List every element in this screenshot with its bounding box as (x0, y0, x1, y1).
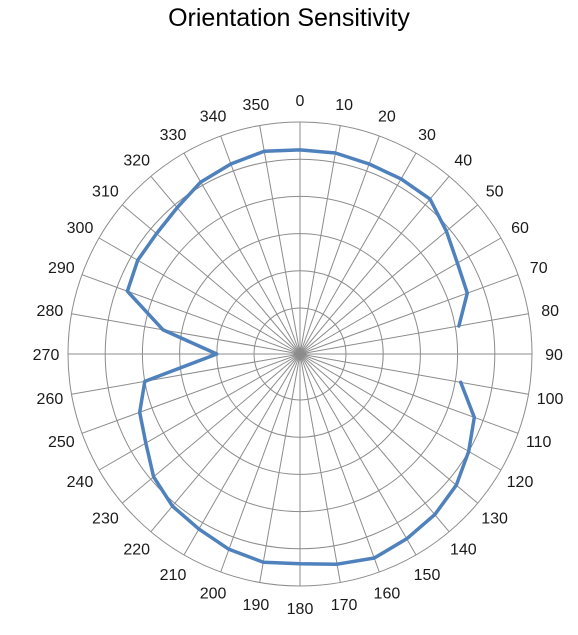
grid-spoke (220, 135, 301, 355)
angle-tick-label: 310 (92, 184, 119, 201)
angle-tick-label: 180 (287, 601, 314, 618)
angle-tick-label: 160 (374, 586, 401, 603)
series-line (125, 148, 477, 566)
grid-spoke (81, 274, 301, 355)
angle-tick-label: 200 (200, 586, 227, 603)
chart-title: Orientation Sensitivity (168, 4, 410, 32)
grid-spoke (299, 152, 417, 355)
angle-tick-label: 30 (418, 127, 436, 144)
angle-tick-label: 170 (331, 597, 358, 614)
grid-spoke (299, 353, 341, 583)
grid-spoke (121, 353, 301, 504)
angle-tick-label: 290 (48, 260, 75, 277)
angle-tick-label: 230 (92, 510, 119, 527)
angle-tick-label: 40 (454, 152, 472, 169)
angle-tick-label: 240 (67, 474, 94, 491)
grid-spoke (299, 125, 341, 355)
angle-tick-label: 300 (67, 220, 94, 237)
angle-tick-label: 60 (511, 220, 529, 237)
grid-spoke (299, 274, 519, 355)
grid-spoke (183, 353, 301, 556)
grid-spoke (98, 237, 301, 355)
angle-tick-label: 10 (335, 97, 353, 114)
angle-tick-label: 110 (526, 434, 552, 451)
grid-spoke (81, 353, 301, 434)
grid-spoke (71, 353, 301, 395)
grid-spoke (259, 353, 301, 583)
grid-spoke (121, 204, 301, 355)
angle-tick-label: 250 (48, 434, 75, 451)
grid-spoke (299, 353, 479, 504)
grid-spoke (299, 135, 380, 355)
angle-tick-label: 280 (37, 303, 64, 320)
angle-tick-label: 350 (243, 97, 270, 114)
grid-spoke (259, 125, 301, 355)
angle-tick-label: 130 (481, 510, 508, 527)
grid-spoke (299, 313, 529, 355)
angle-tick-label: 150 (414, 567, 441, 584)
grid-spoke (299, 237, 502, 355)
grid-spoke (299, 204, 479, 355)
angle-tick-label: 80 (541, 303, 559, 320)
grid-spoke (220, 353, 301, 573)
grid-spoke (299, 175, 450, 355)
angle-tick-label: 210 (160, 567, 187, 584)
angle-tick-label: 70 (530, 260, 548, 277)
angle-tick-label: 330 (160, 127, 187, 144)
grid-spoke (98, 353, 301, 471)
angle-tick-label: 190 (243, 597, 270, 614)
angle-tick-label: 0 (296, 93, 305, 110)
grid-spoke (299, 353, 417, 556)
grid-spoke (183, 152, 301, 355)
angle-tick-label: 220 (123, 542, 150, 559)
grid-spoke (299, 353, 450, 533)
grid-spoke (299, 353, 519, 434)
angle-tick-label: 260 (37, 391, 64, 408)
angle-tick-label: 140 (450, 542, 477, 559)
angle-tick-label: 270 (33, 347, 60, 364)
angle-tick-label: 320 (123, 152, 150, 169)
angle-tick-label: 120 (507, 474, 534, 491)
grid-spoke (299, 353, 529, 395)
grid-spoke (150, 175, 301, 355)
grid-spoke (150, 353, 301, 533)
angle-tick-label: 20 (378, 108, 396, 125)
angle-tick-label: 90 (545, 347, 563, 364)
angle-tick-label: 340 (200, 108, 227, 125)
angle-tick-label: 50 (486, 184, 504, 201)
grid-spoke (299, 353, 380, 573)
angle-tick-label: 100 (537, 391, 564, 408)
grid-spoke (71, 313, 301, 355)
